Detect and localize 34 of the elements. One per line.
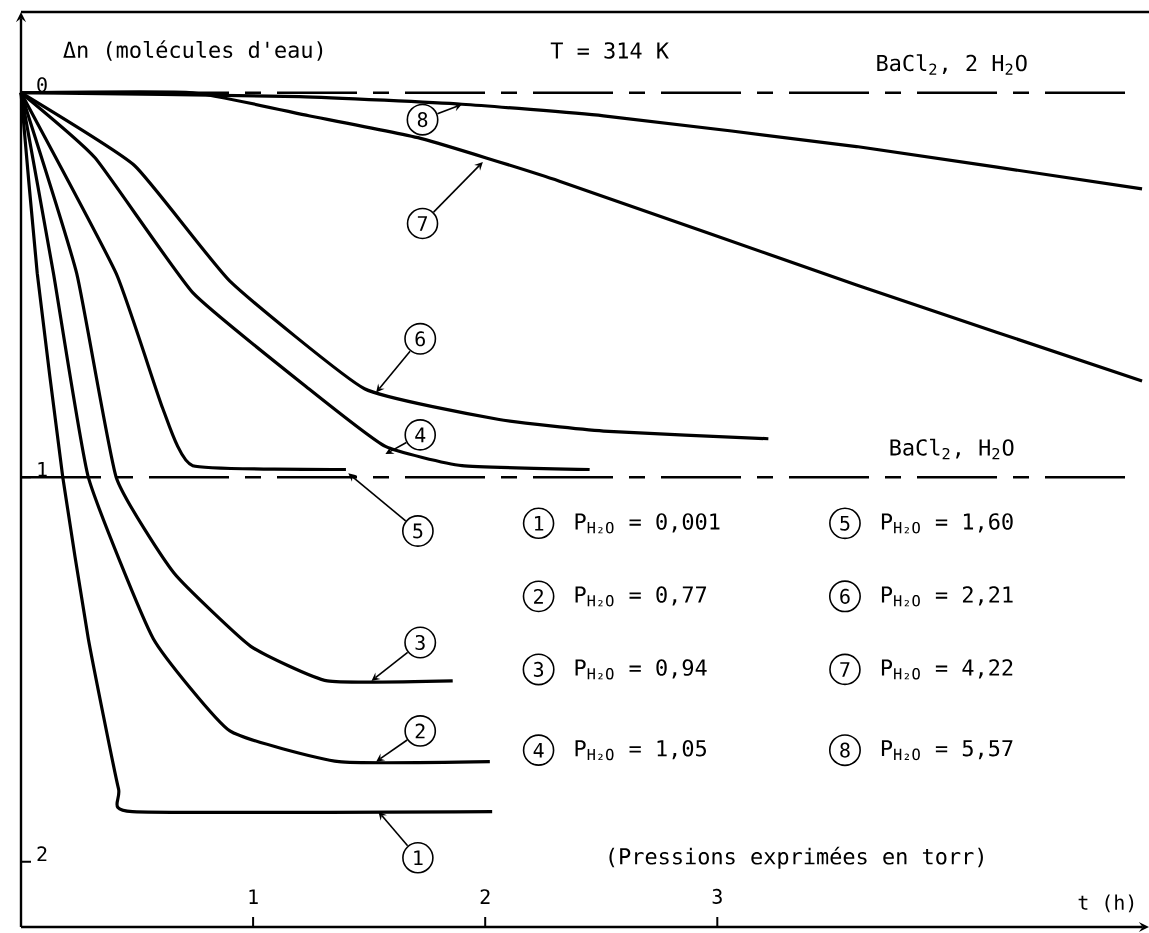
annotation: P$_{H₂O}$ = 0,94 — [575, 659, 707, 680]
text: 5 — [840, 515, 850, 531]
annotation: P$_{H₂O}$ = 0,77 — [575, 586, 707, 607]
legend-label: 7 — [417, 216, 428, 231]
text: 8 — [840, 742, 850, 758]
x-tick-label: 1 — [249, 889, 258, 904]
x-axis-title: t (h) — [1078, 894, 1134, 913]
annotation: P$_{H₂O}$ = 1,05 — [575, 739, 706, 761]
text: 1 — [534, 516, 544, 531]
legend-label: 5 — [413, 523, 423, 539]
text: 3 — [533, 661, 544, 677]
legend-label: 6 — [415, 331, 425, 347]
annotation: P$_{H₂O}$ = 1,60 — [881, 513, 1013, 534]
text: 2 — [534, 588, 543, 604]
text: 7 — [840, 662, 850, 677]
annotation: P$_{H₂O}$ = 0,001 — [575, 513, 720, 534]
annotation: P$_{H₂O}$ = 5,57 — [881, 740, 1013, 761]
ref-line-label: BaCl$_{2}$, 2 H$_{2}$O — [877, 54, 1027, 75]
legend-label: 2 — [415, 723, 425, 739]
y-tick-label: 2 — [37, 846, 47, 862]
text: 6 — [840, 588, 850, 604]
annotation: P$_{H₂O}$ = 2,21 — [881, 586, 1013, 607]
legend-label: 8 — [417, 112, 428, 128]
annotation: (Pressions exprimées en torr) — [609, 846, 983, 869]
x-tick-label: 2 — [480, 889, 490, 904]
legend-label: 1 — [414, 850, 423, 866]
legend-label: 4 — [415, 427, 426, 443]
legend-label: 3 — [415, 634, 425, 651]
ref-line-label: BaCl$_{2}$, H$_{2}$O — [890, 438, 1014, 460]
x-tick-label: 3 — [712, 888, 722, 904]
annotation: P$_{H₂O}$ = 4,22 — [881, 659, 1013, 680]
annotation: T = 314 K — [550, 42, 669, 59]
y-axis-title: Δn (molécules d'eau) — [63, 40, 323, 61]
text: 4 — [533, 742, 544, 758]
